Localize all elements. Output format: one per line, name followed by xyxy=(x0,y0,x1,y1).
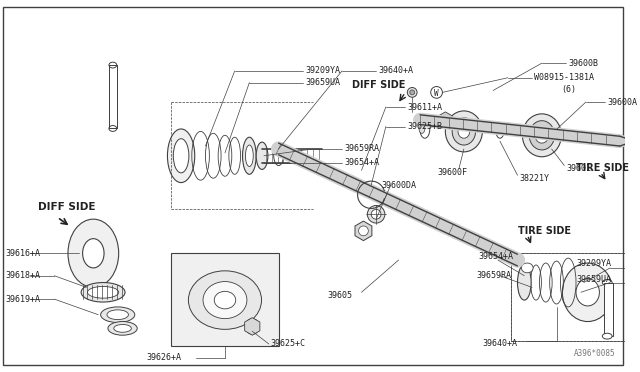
Text: 39626+A: 39626+A xyxy=(146,353,181,362)
Text: 39611+A: 39611+A xyxy=(407,103,442,112)
Ellipse shape xyxy=(114,324,131,332)
Ellipse shape xyxy=(246,318,259,334)
Ellipse shape xyxy=(107,310,129,320)
Bar xyxy=(604,283,613,336)
Ellipse shape xyxy=(214,291,236,309)
Ellipse shape xyxy=(358,226,368,236)
Circle shape xyxy=(410,90,415,95)
Ellipse shape xyxy=(88,286,118,298)
Ellipse shape xyxy=(563,263,613,321)
Text: 39625+B: 39625+B xyxy=(407,122,442,131)
Text: 38221Y: 38221Y xyxy=(520,174,550,183)
Text: 39659UA: 39659UA xyxy=(576,275,611,284)
Ellipse shape xyxy=(576,279,600,306)
Ellipse shape xyxy=(522,114,561,157)
Ellipse shape xyxy=(367,205,385,223)
Ellipse shape xyxy=(168,129,195,183)
Text: 39659RA: 39659RA xyxy=(344,144,379,153)
Ellipse shape xyxy=(420,121,429,138)
Bar xyxy=(172,253,278,346)
Text: DIFF SIDE: DIFF SIDE xyxy=(352,80,405,90)
Text: 39600F: 39600F xyxy=(438,168,468,177)
Ellipse shape xyxy=(83,239,104,268)
Text: A396*0085: A396*0085 xyxy=(573,349,615,357)
Ellipse shape xyxy=(108,321,137,335)
Ellipse shape xyxy=(243,137,256,174)
Text: 39601: 39601 xyxy=(566,164,591,173)
Ellipse shape xyxy=(522,263,533,273)
Ellipse shape xyxy=(496,125,504,138)
Text: 39600DA: 39600DA xyxy=(381,180,416,189)
Ellipse shape xyxy=(458,125,470,138)
Ellipse shape xyxy=(535,128,548,143)
Text: 39209YA: 39209YA xyxy=(305,67,340,76)
Text: W: W xyxy=(435,89,439,98)
Text: W08915-1381A: W08915-1381A xyxy=(534,73,594,82)
Text: 39600A: 39600A xyxy=(607,97,637,107)
Text: 39616+A: 39616+A xyxy=(6,249,40,258)
Text: 39625+C: 39625+C xyxy=(271,340,306,349)
Ellipse shape xyxy=(173,139,189,173)
Ellipse shape xyxy=(274,146,284,166)
Text: 39618+A: 39618+A xyxy=(6,271,40,280)
Ellipse shape xyxy=(248,321,256,331)
Ellipse shape xyxy=(188,271,262,329)
Text: 39619+A: 39619+A xyxy=(6,295,40,304)
Ellipse shape xyxy=(445,111,483,152)
Ellipse shape xyxy=(419,124,425,133)
Ellipse shape xyxy=(246,145,253,167)
Text: (6): (6) xyxy=(561,85,577,94)
Text: 39659UA: 39659UA xyxy=(305,78,340,87)
Text: TIRE SIDE: TIRE SIDE xyxy=(576,163,629,173)
Bar xyxy=(511,253,628,341)
Ellipse shape xyxy=(109,62,116,68)
Text: 39654+A: 39654+A xyxy=(479,252,513,261)
Ellipse shape xyxy=(81,283,125,302)
Text: 39600B: 39600B xyxy=(568,59,598,68)
Ellipse shape xyxy=(109,125,116,131)
Text: 39654+A: 39654+A xyxy=(344,158,379,167)
Ellipse shape xyxy=(602,333,612,339)
Ellipse shape xyxy=(100,307,135,323)
Text: 39640+A: 39640+A xyxy=(378,67,413,76)
Ellipse shape xyxy=(515,126,520,136)
Text: TIRE SIDE: TIRE SIDE xyxy=(518,226,570,236)
Text: 39209YA: 39209YA xyxy=(576,259,611,267)
Ellipse shape xyxy=(518,265,531,300)
Ellipse shape xyxy=(529,121,554,150)
Text: 39659RA: 39659RA xyxy=(477,271,511,280)
Ellipse shape xyxy=(602,280,612,285)
Ellipse shape xyxy=(452,118,476,145)
Ellipse shape xyxy=(68,219,118,288)
Text: 39605: 39605 xyxy=(327,291,353,300)
Circle shape xyxy=(407,87,417,97)
Text: DIFF SIDE: DIFF SIDE xyxy=(38,202,95,212)
Ellipse shape xyxy=(371,209,381,219)
Text: 39640+A: 39640+A xyxy=(483,340,518,349)
Ellipse shape xyxy=(203,282,247,318)
Circle shape xyxy=(431,87,442,98)
Ellipse shape xyxy=(256,142,268,169)
Bar xyxy=(511,253,628,341)
